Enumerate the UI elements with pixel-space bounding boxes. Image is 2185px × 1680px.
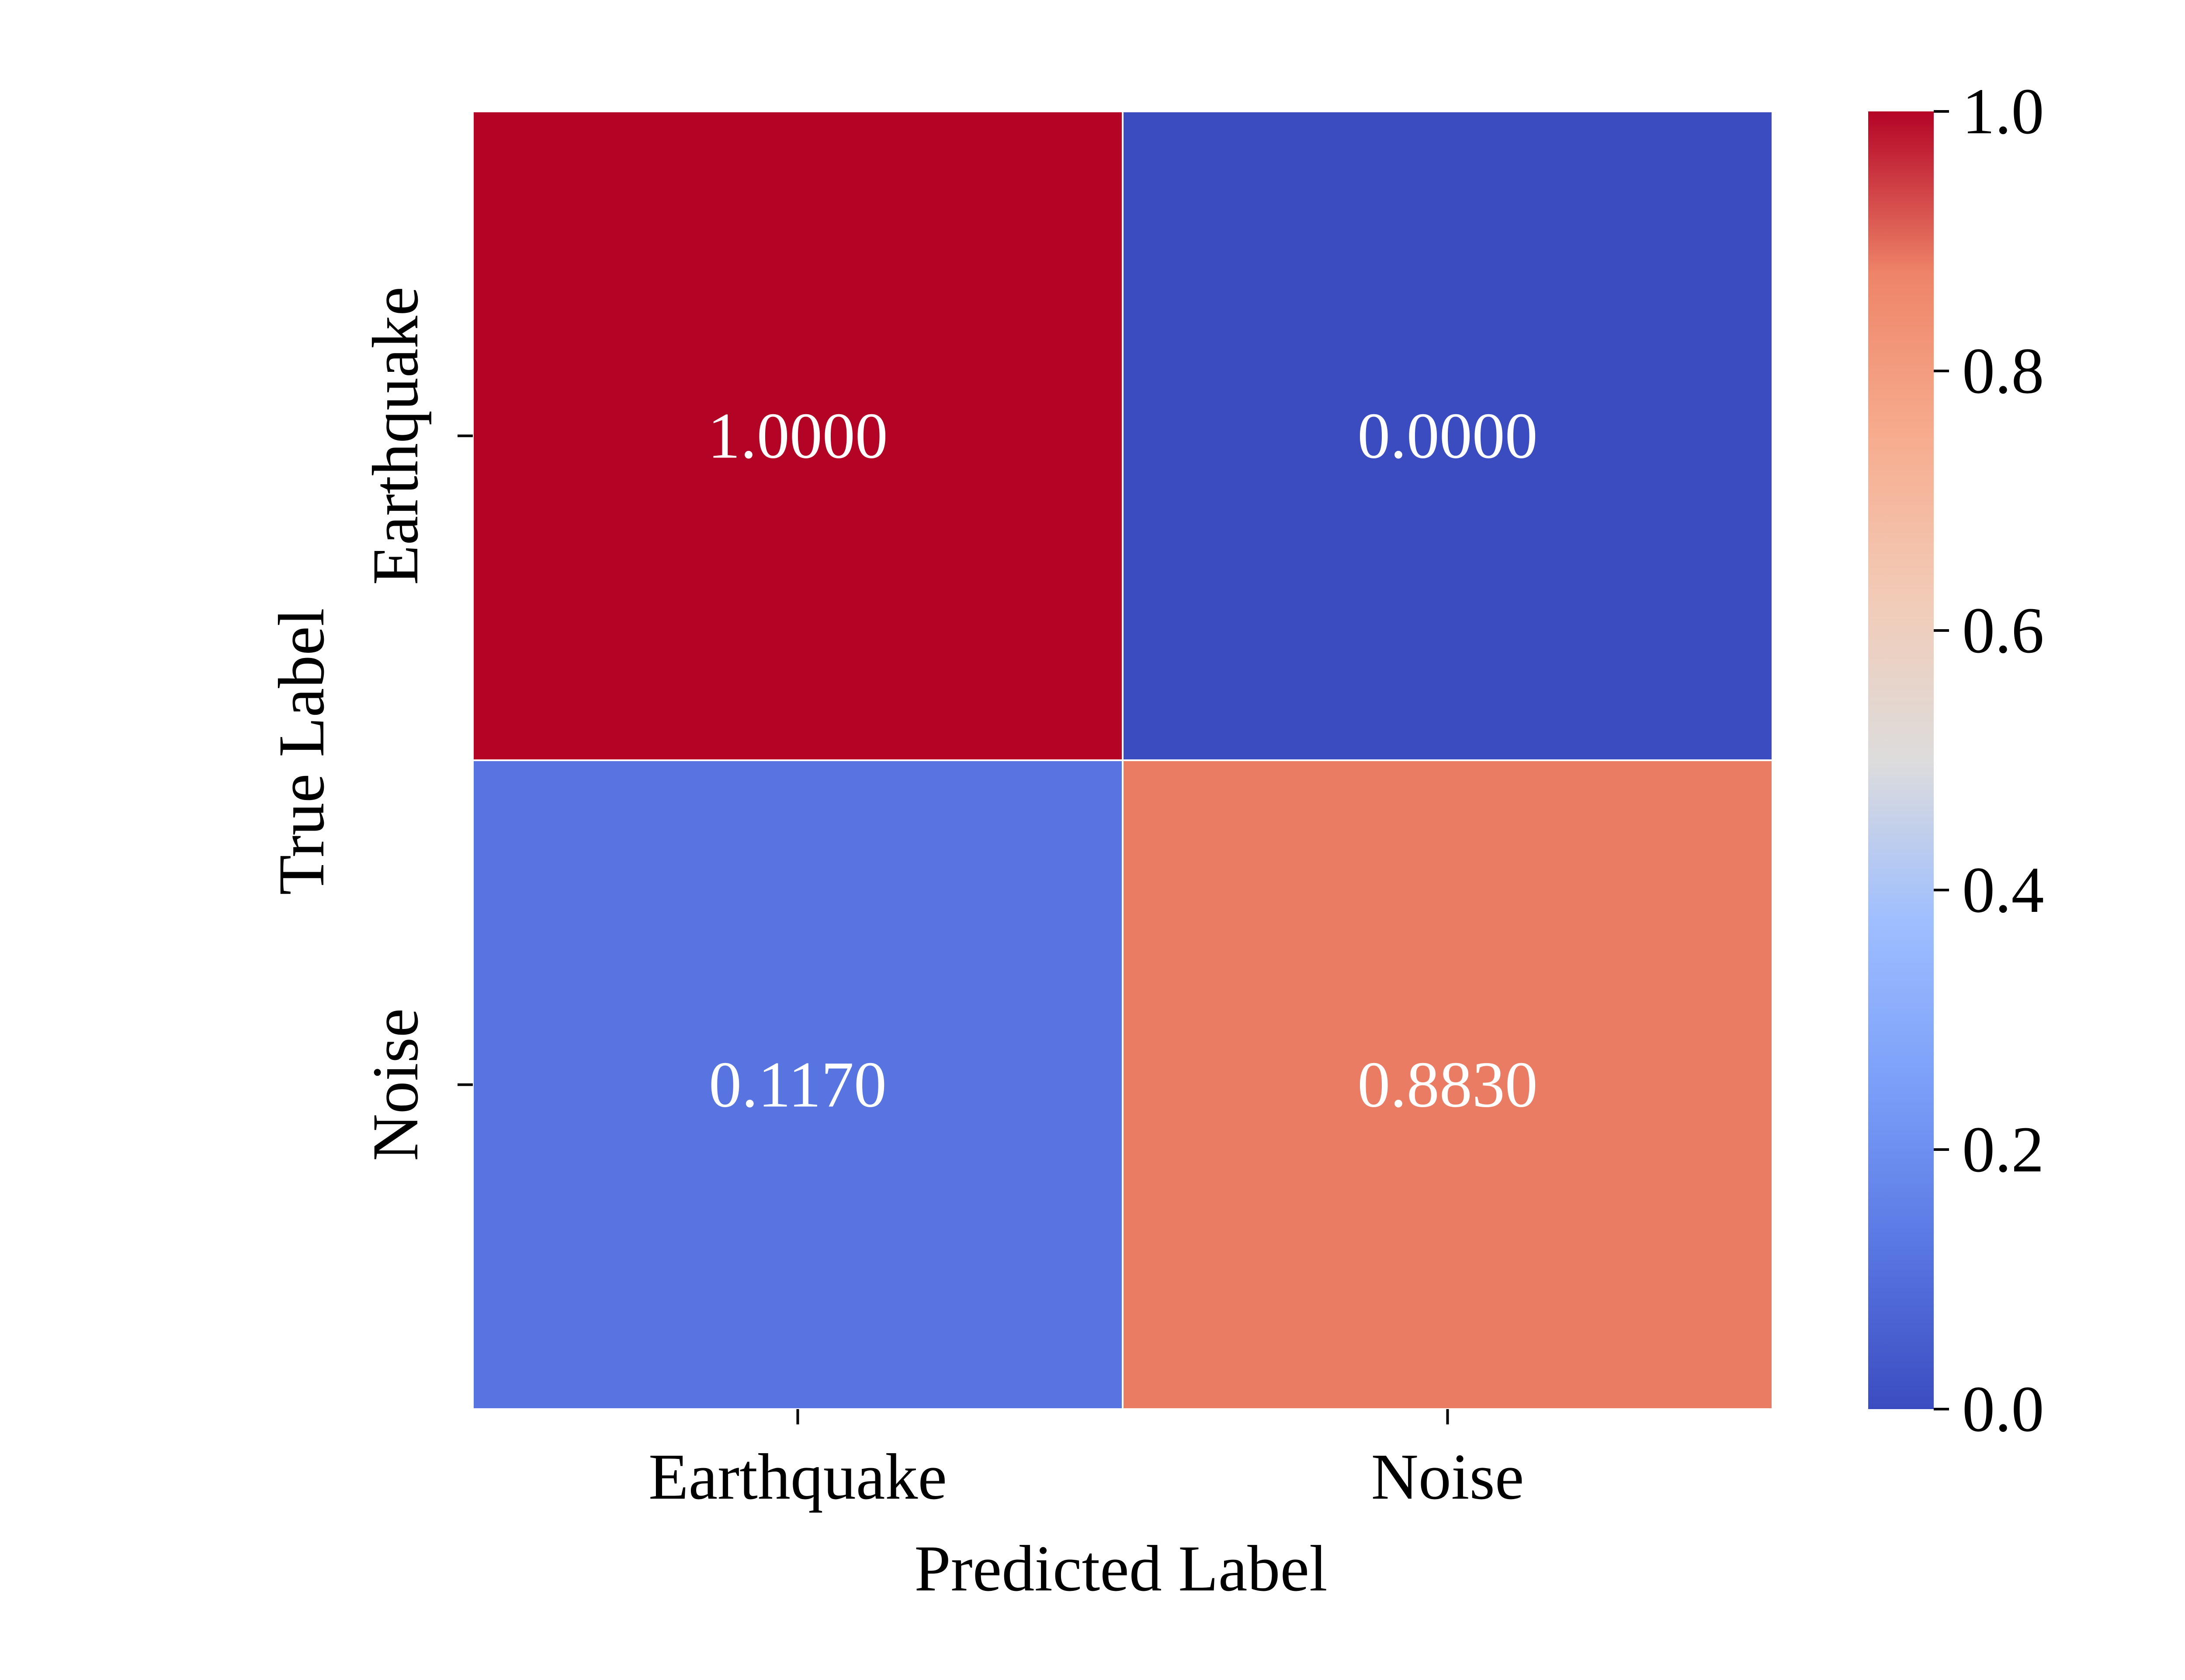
cell-value-label-1-1: 0.8830 [1357, 1049, 1538, 1121]
x-axis: Earthquake Noise [649, 1409, 1524, 1513]
x-axis-title: Predicted Label [914, 1532, 1327, 1605]
x-tick-label-0: Earthquake [649, 1441, 947, 1513]
y-axis: Earthquake Noise [359, 287, 473, 1161]
heatmap-cells [472, 111, 1773, 1410]
y-axis-title: True Label [265, 608, 338, 895]
colorbar-tick-label-3: 0.6 [1962, 594, 2044, 667]
cell-value-label-0-1: 0.0000 [1357, 400, 1538, 472]
y-tick-label-0: Earthquake [359, 287, 432, 585]
colorbar-tick-label-5: 1.0 [1962, 75, 2044, 148]
heatmap-cell-0-1 [1122, 111, 1773, 761]
colorbar-tick-label-4: 0.8 [1962, 335, 2044, 407]
heatmap-cell-0-0 [472, 111, 1124, 761]
colorbar-tick-label-0: 0.0 [1962, 1373, 2044, 1445]
heatmap-cell-1-0 [472, 759, 1124, 1410]
heatmap-cell-1-1 [1122, 759, 1773, 1410]
cell-value-label-1-0: 0.1170 [709, 1049, 887, 1121]
heatmap-cell-labels: 1.0000 0.0000 0.1170 0.8830 [708, 400, 1538, 1121]
y-tick-label-1: Noise [359, 1008, 432, 1161]
colorbar-tick-label-2: 0.4 [1962, 854, 2044, 926]
colorbar-gradient [1868, 111, 1934, 1409]
x-tick-label-1: Noise [1371, 1441, 1524, 1513]
colorbar-tick-label-1: 0.2 [1962, 1113, 2044, 1186]
cell-value-label-0-0: 1.0000 [708, 400, 888, 472]
colorbar: 0.0 0.2 0.4 0.6 0.8 1.0 [1868, 75, 2044, 1445]
